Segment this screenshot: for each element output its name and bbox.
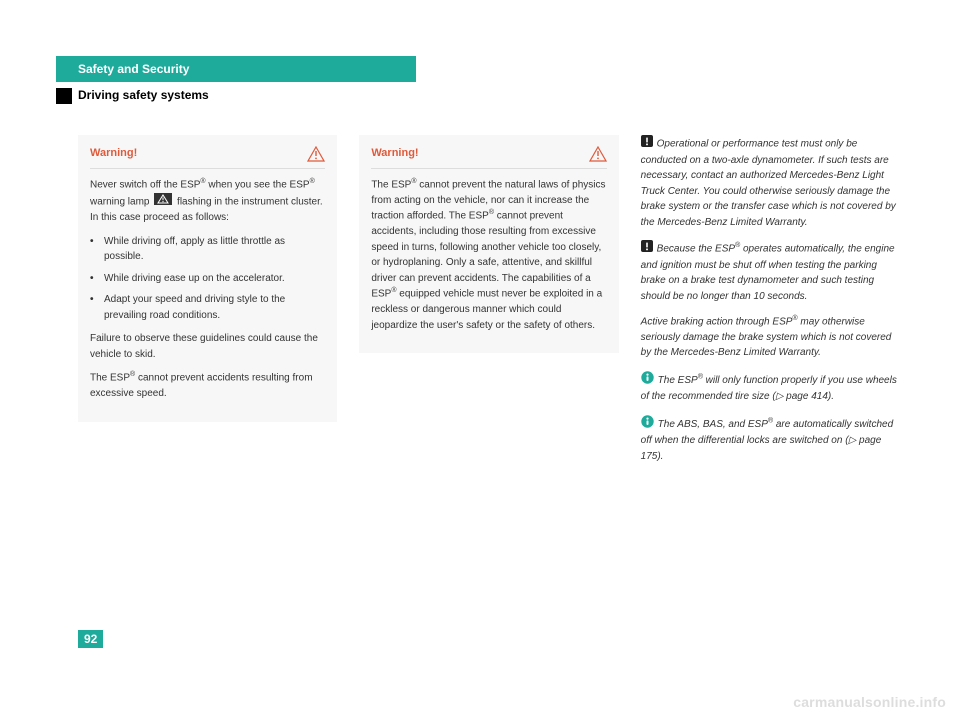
caution-p1: Active braking action through ESP® may o… <box>641 314 900 361</box>
warning-label: Warning! <box>371 145 418 162</box>
section-marker <box>56 88 72 104</box>
exclamation-square-icon <box>641 135 653 153</box>
caution-note-1: Operational or performance test must onl… <box>641 135 900 230</box>
warning-1-p1: Never switch off the ESP® when you see t… <box>90 177 325 226</box>
esp-lamp-icon <box>154 193 172 211</box>
warning-1-p2: Failure to observe these guidelines coul… <box>90 331 325 362</box>
bullet-item: •While driving off, apply as little thro… <box>90 234 325 265</box>
warning-header: Warning! <box>90 145 325 169</box>
section-title: Driving safety systems <box>78 88 209 102</box>
warning-box-1: Warning! Never switch off the ESP® when … <box>78 135 337 422</box>
info-note-1: The ESP® will only function properly if … <box>641 371 900 405</box>
content-columns: Warning! Never switch off the ESP® when … <box>78 135 900 474</box>
watermark: carmanualsonline.info <box>793 694 946 710</box>
page-number: 92 <box>78 630 103 648</box>
info-circle-icon <box>641 415 654 434</box>
chapter-band: Safety and Security <box>56 56 416 82</box>
chapter-title: Safety and Security <box>78 62 189 76</box>
caution-note-2: Because the ESP® operates automatically,… <box>641 240 900 304</box>
column-1: Warning! Never switch off the ESP® when … <box>78 135 337 474</box>
exclamation-square-icon <box>641 240 653 258</box>
warning-triangle-icon <box>589 146 607 162</box>
warning-box-2: Warning! The ESP® cannot prevent the nat… <box>359 135 618 353</box>
warning-1-p3: The ESP® cannot prevent accidents result… <box>90 370 325 401</box>
warning-1-bullets: •While driving off, apply as little thro… <box>90 234 325 324</box>
column-3: Operational or performance test must onl… <box>641 135 900 474</box>
warning-2-p1: The ESP® cannot prevent the natural laws… <box>371 177 606 333</box>
info-circle-icon <box>641 371 654 390</box>
info-note-2: The ABS, BAS, and ESP® are automatically… <box>641 415 900 465</box>
bullet-item: •Adapt your speed and driving style to t… <box>90 292 325 323</box>
warning-label: Warning! <box>90 145 137 162</box>
column-2: Warning! The ESP® cannot prevent the nat… <box>359 135 618 474</box>
warning-header: Warning! <box>371 145 606 169</box>
warning-triangle-icon <box>307 146 325 162</box>
bullet-item: •While driving ease up on the accelerato… <box>90 271 325 287</box>
